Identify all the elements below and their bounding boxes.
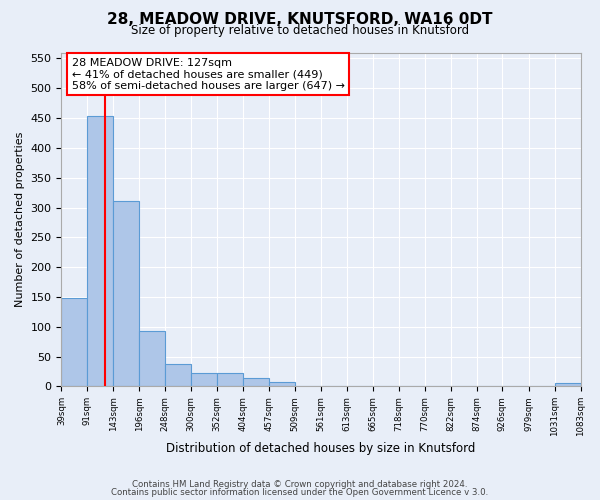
Bar [139, 331, 166, 386]
Text: Contains HM Land Registry data © Crown copyright and database right 2024.: Contains HM Land Registry data © Crown c… [132, 480, 468, 489]
X-axis label: Distribution of detached houses by size in Knutsford: Distribution of detached houses by size … [166, 442, 476, 455]
Bar [191, 373, 217, 386]
Text: 28 MEADOW DRIVE: 127sqm
← 41% of detached houses are smaller (449)
58% of semi-d: 28 MEADOW DRIVE: 127sqm ← 41% of detache… [72, 58, 345, 90]
Bar [243, 378, 269, 386]
Y-axis label: Number of detached properties: Number of detached properties [15, 132, 25, 307]
Bar [113, 201, 139, 386]
Bar [61, 298, 87, 386]
Text: Contains public sector information licensed under the Open Government Licence v : Contains public sector information licen… [112, 488, 488, 497]
Bar [217, 373, 243, 386]
Text: Size of property relative to detached houses in Knutsford: Size of property relative to detached ho… [131, 24, 469, 37]
Bar [87, 116, 113, 386]
Bar [166, 364, 191, 386]
Bar [554, 383, 581, 386]
Text: 28, MEADOW DRIVE, KNUTSFORD, WA16 0DT: 28, MEADOW DRIVE, KNUTSFORD, WA16 0DT [107, 12, 493, 28]
Bar [269, 382, 295, 386]
